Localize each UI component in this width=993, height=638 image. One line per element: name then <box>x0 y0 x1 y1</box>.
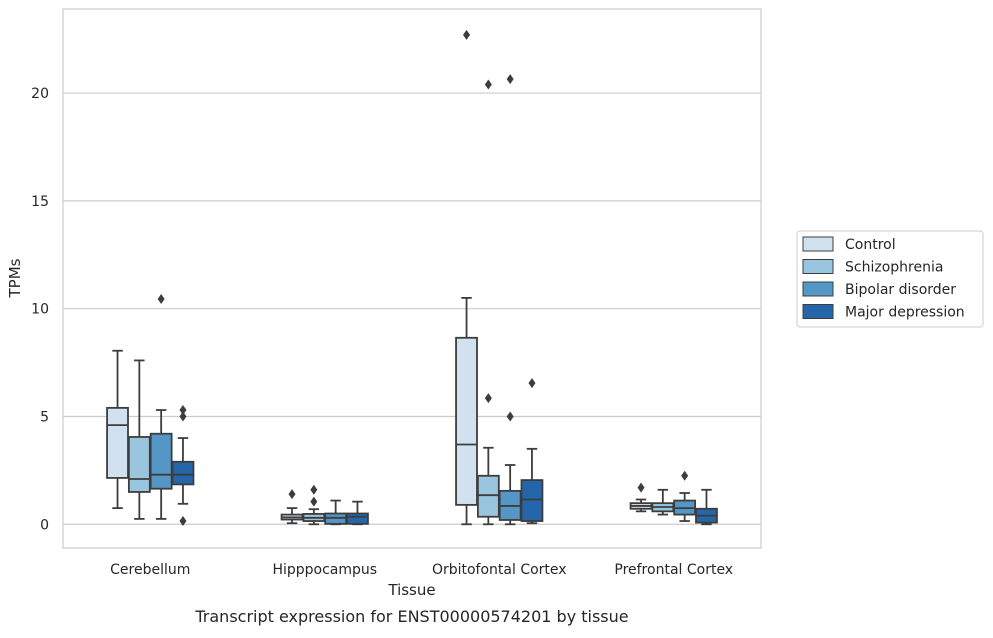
legend-label: Major depression <box>845 305 965 321</box>
outlier-point <box>288 489 296 500</box>
box-element <box>127 359 151 520</box>
legend-label: Bipolar disorder <box>845 282 956 298</box>
y-tick-label: 20 <box>31 86 49 102</box>
box-element <box>455 29 478 526</box>
box-element <box>324 499 348 526</box>
outlier-point <box>179 516 187 527</box>
box-element <box>302 484 326 526</box>
outlier-point <box>463 29 471 40</box>
box-element <box>476 79 500 526</box>
outlier-point <box>484 393 492 404</box>
boxes <box>106 29 718 527</box>
x-tick-label: Orbitofontal Cortex <box>432 562 567 578</box>
iqr-box <box>171 460 195 486</box>
y-tick-label: 15 <box>31 194 49 210</box>
iqr-box <box>476 474 500 518</box>
iqr-box <box>346 512 369 525</box>
y-axis-ticks: 0 5 10 15 20 <box>31 86 49 533</box>
box-element <box>149 293 173 520</box>
iqr-box <box>127 436 151 493</box>
outlier-point <box>310 484 318 495</box>
box-element <box>520 378 544 525</box>
box-element <box>498 74 522 526</box>
outlier-point <box>506 74 514 85</box>
outlier-point <box>179 405 187 416</box>
series-control <box>106 29 653 526</box>
outlier-point <box>506 411 514 422</box>
x-axis-ticks: Cerebellum Hipppocampus Orbitofontal Corte… <box>110 562 733 578</box>
plot-frame <box>62 8 762 549</box>
box-element <box>629 482 653 513</box>
iqr-box <box>149 432 173 490</box>
legend-swatch <box>802 281 834 297</box>
y-tick-label: 0 <box>40 517 49 533</box>
box-element <box>651 488 675 516</box>
outlier-point <box>681 470 689 481</box>
x-tick-label: Hipppocampus <box>272 562 377 578</box>
box-element <box>346 500 369 526</box>
chart-caption: Transcript expression for ENST0000057420… <box>194 607 628 626</box>
iqr-box <box>455 336 478 506</box>
x-tick-label: Cerebellum <box>110 562 190 578</box>
legend-items: Control Schizophrenia Bipolar disorder Majo… <box>802 236 965 321</box>
outlier-point <box>484 79 492 90</box>
gridlines <box>63 92 761 525</box>
series-schizophrenia <box>127 79 675 526</box>
y-tick-label: 10 <box>31 302 49 318</box>
iqr-box <box>520 479 544 522</box>
box-element <box>280 489 304 525</box>
outlier-point <box>528 378 536 389</box>
y-axis-label: TPMs <box>6 258 24 298</box>
y-tick-label: 5 <box>40 409 49 425</box>
outlier-point <box>310 496 318 507</box>
legend-label: Schizophrenia <box>845 260 943 276</box>
outlier-point <box>157 293 165 304</box>
x-axis-label: Tissue <box>387 581 435 599</box>
legend-swatch <box>802 236 834 252</box>
box-element <box>171 405 195 527</box>
box-element <box>106 349 129 510</box>
series-major-depression <box>171 378 718 527</box>
legend-swatch <box>802 259 834 274</box>
box-element <box>673 470 697 522</box>
outlier-point <box>637 482 645 493</box>
box-element <box>695 488 718 526</box>
legend-frame <box>796 230 984 328</box>
legend-label: Control <box>845 237 896 253</box>
legend-swatch <box>802 304 834 319</box>
legend: Control Schizophrenia Bipolar disorder Majo… <box>796 230 984 328</box>
outlier-point <box>179 411 187 422</box>
x-tick-label: Prefrontal Cortex <box>614 562 733 578</box>
series-bipolar-disorder <box>149 74 697 526</box>
iqr-box <box>106 406 129 479</box>
